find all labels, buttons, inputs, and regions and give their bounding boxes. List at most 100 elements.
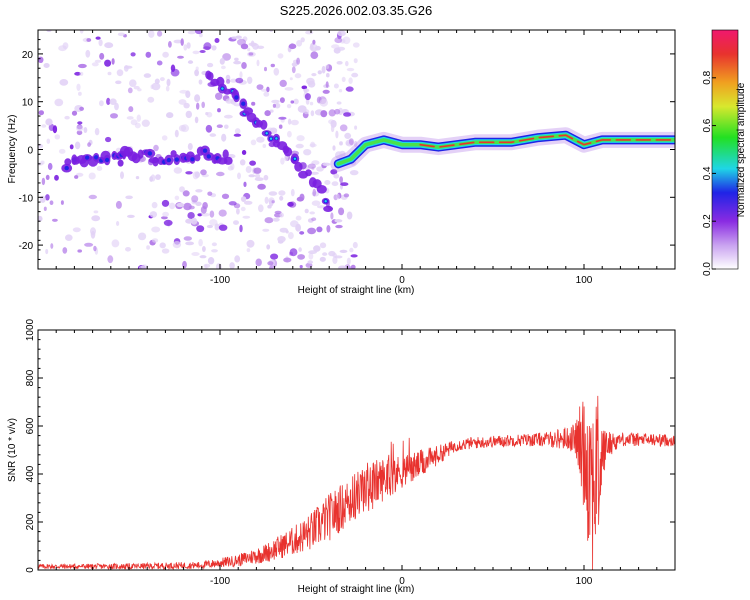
noise-blob	[203, 42, 212, 51]
noise-blob	[296, 135, 305, 142]
noise-blob	[230, 163, 235, 171]
noise-blob	[291, 62, 298, 67]
noise-blob	[221, 65, 226, 70]
noise-blob	[150, 174, 156, 182]
noise-blob	[49, 200, 54, 205]
noise-blob	[79, 71, 84, 76]
noise-blob	[264, 110, 271, 117]
snr-ylabel: SNR (10 * v/v)	[7, 418, 18, 482]
carrier-band	[330, 127, 675, 172]
noise-blob	[200, 169, 207, 176]
noise-blob	[115, 200, 122, 209]
noise-blob	[172, 241, 182, 249]
noise-blob	[332, 256, 338, 265]
noise-blob	[325, 81, 329, 88]
noise-blob	[283, 257, 292, 263]
noise-blob	[76, 125, 84, 132]
noise-blob	[169, 202, 176, 210]
noise-blob	[254, 173, 261, 179]
noise-blob	[79, 30, 84, 34]
ridge-spot-core	[234, 95, 239, 100]
noise-blob	[241, 150, 247, 155]
y-tick-label: 0	[25, 567, 36, 573]
y-tick-label: 10	[22, 98, 34, 109]
noise-blob	[338, 207, 345, 216]
noise-blob	[279, 79, 287, 87]
noise-blob	[245, 166, 252, 173]
noise-blob	[130, 119, 138, 126]
noise-blob	[77, 249, 82, 253]
noise-blob	[217, 108, 221, 113]
noise-blob	[353, 58, 358, 64]
noise-blob	[243, 200, 253, 205]
spectrogram-ylabel: Frequency (Hz)	[7, 115, 18, 184]
noise-blob	[161, 135, 168, 141]
x-tick-label: 100	[576, 576, 593, 587]
ridge-spot-core	[174, 157, 179, 162]
noise-blob	[133, 85, 140, 90]
noise-blob	[352, 42, 360, 48]
y-tick-label: 0	[27, 146, 33, 157]
noise-blob	[345, 86, 354, 92]
noise-blob	[256, 136, 265, 143]
noise-blob	[47, 162, 53, 171]
noise-blob	[349, 170, 359, 176]
noise-blob	[185, 110, 192, 119]
y-tick-label: 200	[25, 513, 36, 530]
noise-blob	[319, 256, 326, 262]
noise-blob	[86, 38, 92, 42]
noise-blob	[336, 193, 340, 200]
noise-blob	[201, 212, 210, 217]
noise-blob	[117, 159, 124, 167]
noise-blob	[239, 159, 246, 166]
noise-blob	[330, 169, 338, 175]
noise-blob	[166, 112, 174, 119]
noise-blob	[353, 140, 358, 148]
noise-blob	[269, 127, 278, 134]
noise-blob	[45, 118, 53, 126]
noise-blob	[183, 44, 188, 51]
noise-blob	[117, 32, 125, 37]
noise-blob	[45, 174, 50, 180]
noise-blob	[187, 30, 196, 35]
noise-blob	[233, 103, 241, 107]
y-tick-label: 800	[25, 369, 36, 386]
figure-title: S225.2026.002.03.35.G26	[280, 3, 433, 18]
noise-blob	[202, 246, 206, 252]
noise-blob	[266, 86, 270, 93]
noise-blob	[123, 65, 129, 72]
noise-blob	[269, 109, 274, 113]
noise-blob	[319, 242, 327, 249]
noise-blob	[309, 211, 316, 215]
y-tick-label: 600	[25, 417, 36, 434]
noise-blob	[339, 176, 343, 184]
noise-blob	[135, 176, 140, 180]
noise-blob	[52, 125, 58, 134]
noise-blob	[218, 224, 228, 231]
noise-blob	[260, 88, 268, 92]
noise-blob	[111, 58, 115, 65]
noise-blob	[247, 76, 253, 85]
noise-blob	[339, 150, 346, 157]
ridge-spot	[260, 119, 268, 130]
noise-blob	[290, 100, 295, 104]
ridge-spot-core	[85, 155, 90, 160]
noise-blob	[308, 252, 314, 260]
noise-blob	[94, 59, 102, 63]
noise-blob	[191, 195, 199, 203]
noise-blob	[148, 30, 155, 38]
noise-blob	[151, 201, 158, 209]
ridge-spot-core	[241, 101, 246, 106]
noise-blob	[127, 87, 133, 94]
noise-blob	[215, 263, 222, 269]
noise-blob	[200, 206, 207, 214]
noise-blob	[303, 149, 312, 156]
noise-blob	[64, 115, 70, 120]
noise-blob	[88, 194, 98, 200]
descending-ridge	[205, 70, 333, 212]
noise-blob	[234, 57, 239, 61]
noise-blob	[177, 55, 184, 59]
noise-blob	[161, 199, 170, 207]
